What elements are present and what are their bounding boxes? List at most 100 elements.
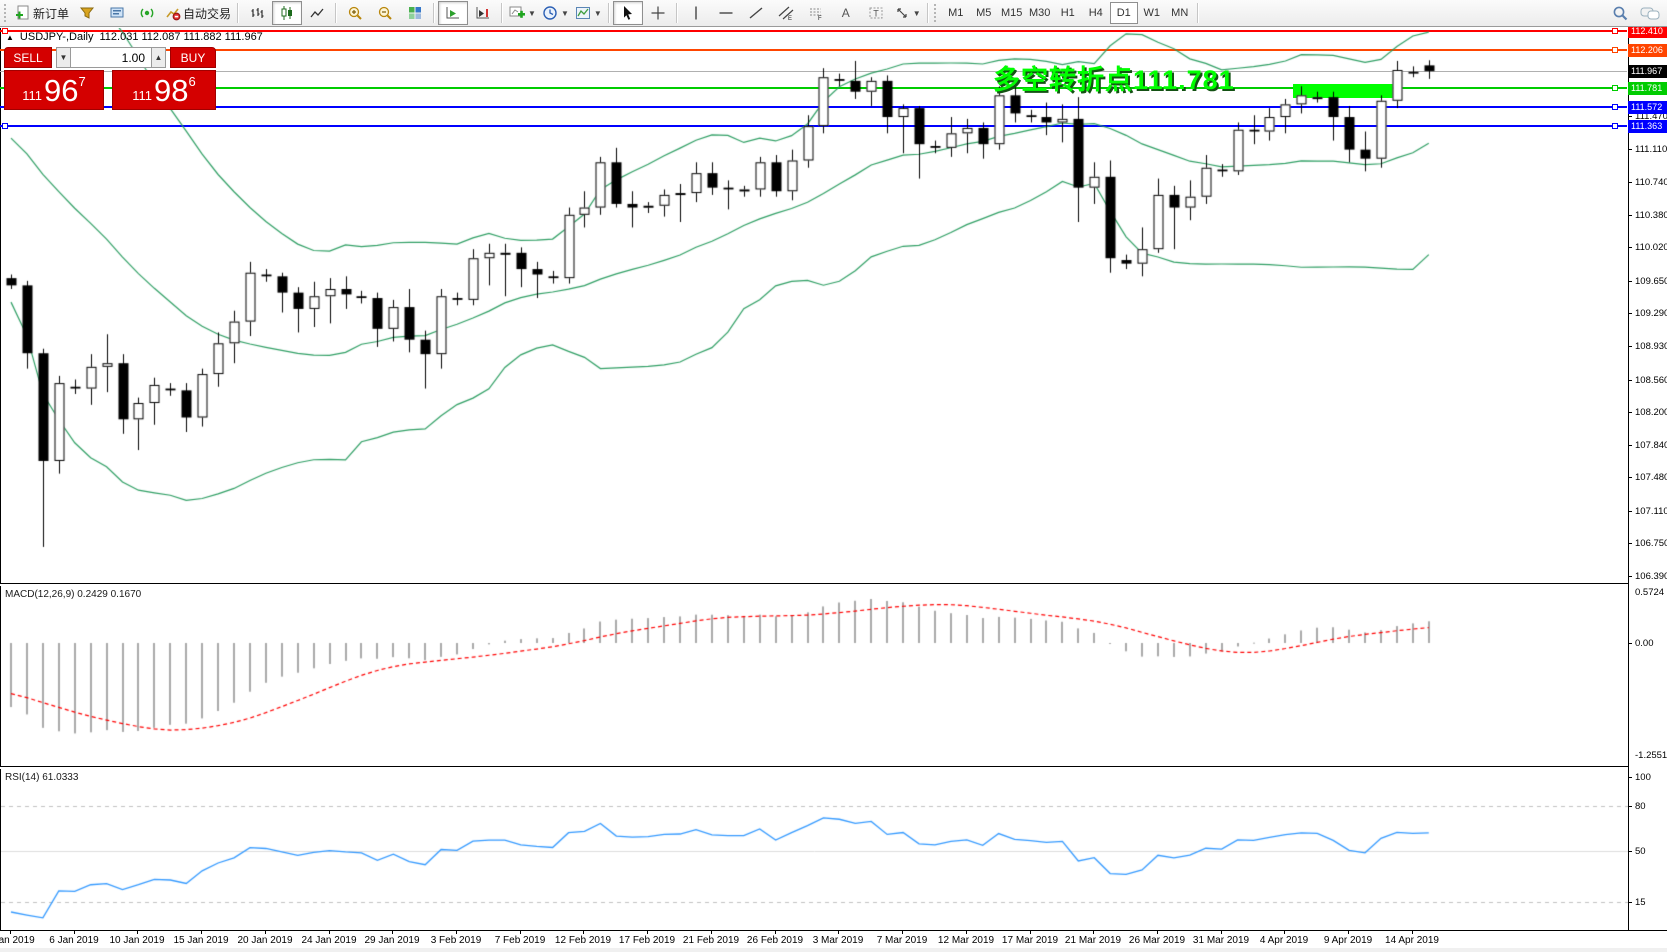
time-tick-mark bbox=[1412, 931, 1413, 934]
text-button[interactable]: A bbox=[831, 1, 861, 25]
rsi-scale-label: 15 bbox=[1635, 897, 1646, 908]
time-axis-label: 7 Mar 2019 bbox=[876, 935, 928, 946]
line-chart-button[interactable] bbox=[302, 1, 332, 25]
add-indicator-icon bbox=[509, 6, 526, 18]
horizontal-line-button[interactable] bbox=[711, 1, 741, 25]
hline-anchor[interactable] bbox=[1612, 104, 1618, 110]
timeframe-w1[interactable]: W1 bbox=[1143, 7, 1160, 19]
current-price-badge: 111.967 bbox=[1628, 65, 1667, 78]
time-axis-label: 29 Jan 2019 bbox=[364, 935, 420, 946]
rsi-tick-mark bbox=[1629, 806, 1632, 807]
indicators-button[interactable]: ▼ bbox=[506, 1, 539, 25]
vertical-line-icon bbox=[695, 6, 697, 20]
timeframe-m15[interactable]: M15 bbox=[1001, 7, 1023, 19]
periods-button[interactable]: ▼ bbox=[539, 1, 572, 25]
fibonacci-button[interactable]: F bbox=[801, 1, 831, 25]
trendline-button[interactable] bbox=[741, 1, 771, 25]
tile-windows-button[interactable] bbox=[400, 1, 430, 25]
auto-scroll-button[interactable] bbox=[438, 1, 469, 25]
ohlc-values: 112.031 112.087 111.882 111.967 bbox=[99, 31, 263, 43]
time-tick-mark bbox=[265, 931, 266, 934]
toolbar-grip[interactable] bbox=[4, 4, 10, 22]
toolbar-separator bbox=[335, 3, 338, 23]
metaeditor-button[interactable] bbox=[102, 1, 132, 25]
main-chart-canvas[interactable] bbox=[1, 28, 1628, 583]
hline-anchor[interactable] bbox=[2, 28, 8, 34]
timeframe-m30[interactable]: M30 bbox=[1029, 7, 1051, 19]
chat-button[interactable] bbox=[1635, 1, 1665, 25]
timeframe-d1[interactable]: D1 bbox=[1109, 2, 1138, 24]
zoom-in-button[interactable] bbox=[340, 1, 370, 25]
sell-button[interactable]: SELL bbox=[4, 47, 52, 68]
time-axis-label: 15 Jan 2019 bbox=[173, 935, 229, 946]
candlestick-chart-button[interactable] bbox=[272, 1, 303, 25]
time-tick-mark bbox=[966, 931, 967, 934]
timeframe-h4[interactable]: H4 bbox=[1088, 7, 1103, 19]
hline-anchor[interactable] bbox=[2, 123, 8, 129]
price-tick-label: 110.380 bbox=[1635, 210, 1667, 221]
macd-canvas[interactable] bbox=[1, 586, 1628, 766]
sell-price-prefix: 111 bbox=[22, 88, 43, 103]
time-axis-label: 9 Apr 2019 bbox=[1323, 935, 1373, 946]
volume-decrease-button[interactable]: ▼ bbox=[56, 47, 71, 68]
chart-title-line: ▲ USDJPY-,Daily 112.031 112.087 111.882 … bbox=[6, 31, 263, 43]
timeframe-h1[interactable]: H1 bbox=[1060, 7, 1075, 19]
macd-label: MACD(12,26,9) 0.2429 0.1670 bbox=[5, 589, 142, 600]
rsi-tick-mark bbox=[1629, 851, 1632, 852]
bar-chart-icon bbox=[251, 8, 264, 18]
chart-shift-icon bbox=[476, 7, 490, 19]
sell-price-pip: 7 bbox=[78, 74, 86, 89]
price-tick-label: 109.650 bbox=[1635, 276, 1667, 287]
chevron-down-icon[interactable]: ▼ bbox=[912, 8, 921, 18]
cursor-button[interactable] bbox=[612, 1, 643, 25]
chevron-down-icon[interactable]: ▼ bbox=[593, 8, 602, 18]
vertical-line-button[interactable] bbox=[681, 1, 711, 25]
timeframe-mn[interactable]: MN bbox=[1171, 7, 1189, 19]
toolbar-separator bbox=[433, 3, 436, 23]
hline-anchor[interactable] bbox=[1612, 28, 1618, 34]
price-badge-111.572: 111.572 bbox=[1628, 101, 1667, 114]
hline-anchor[interactable] bbox=[1612, 47, 1618, 53]
zoom-out-button[interactable] bbox=[370, 1, 400, 25]
price-axis[interactable]: 111.470 111.110 110.740 110.380 110.020 109.6… bbox=[1628, 28, 1667, 930]
pivot-annotation-text[interactable]: 多空转折点111.781 bbox=[993, 65, 1235, 95]
autotrading-button[interactable]: 自动交易 bbox=[162, 1, 234, 25]
signals-button[interactable] bbox=[132, 1, 162, 25]
time-axis[interactable]: 1 Jan 2019 6 Jan 2019 10 Jan 2019 15 Jan 20… bbox=[0, 930, 1667, 948]
line-chart-icon bbox=[310, 8, 324, 18]
time-tick-mark bbox=[520, 931, 521, 934]
text-label-icon: T bbox=[869, 7, 883, 19]
time-tick-mark bbox=[201, 931, 202, 934]
toolbar-grip[interactable] bbox=[933, 4, 940, 22]
hline-anchor[interactable] bbox=[1612, 85, 1618, 91]
new-order-button[interactable]: 新订单 bbox=[12, 1, 72, 25]
chevron-down-icon[interactable]: ▼ bbox=[528, 8, 536, 18]
buy-price-display[interactable]: 111 98 6 bbox=[112, 70, 216, 110]
sell-price-display[interactable]: 111 96 7 bbox=[4, 70, 104, 110]
chevron-down-icon[interactable]: ▼ bbox=[560, 8, 569, 18]
sell-price-main: 96 bbox=[44, 73, 79, 108]
buy-button[interactable]: BUY bbox=[170, 47, 216, 68]
text-label-button[interactable]: T bbox=[861, 1, 891, 25]
toolbar-separator bbox=[675, 3, 678, 23]
chart-shift-button[interactable] bbox=[468, 1, 498, 25]
search-icon bbox=[1613, 6, 1627, 20]
timeframe-m1[interactable]: M1 bbox=[948, 7, 964, 19]
arrows-button[interactable]: ▼ bbox=[891, 1, 924, 25]
rsi-canvas[interactable] bbox=[1, 769, 1628, 929]
search-button[interactable] bbox=[1605, 1, 1635, 25]
bar-chart-button[interactable] bbox=[242, 1, 272, 25]
time-tick-mark bbox=[74, 931, 75, 934]
volume-input[interactable] bbox=[71, 47, 151, 68]
time-tick-mark bbox=[711, 931, 712, 934]
crosshair-button[interactable] bbox=[643, 1, 673, 25]
volume-increase-button[interactable]: ▲ bbox=[151, 47, 166, 68]
price-tick-label: 111.110 bbox=[1635, 144, 1667, 155]
profiles-button[interactable] bbox=[72, 1, 102, 25]
equidistant-channel-button[interactable]: E bbox=[771, 1, 801, 25]
hline-anchor[interactable] bbox=[1612, 123, 1618, 129]
timeframe-m5[interactable]: M5 bbox=[976, 7, 992, 19]
price-tick-label: 107.110 bbox=[1635, 506, 1667, 517]
templates-button[interactable]: ▼ bbox=[572, 1, 605, 25]
